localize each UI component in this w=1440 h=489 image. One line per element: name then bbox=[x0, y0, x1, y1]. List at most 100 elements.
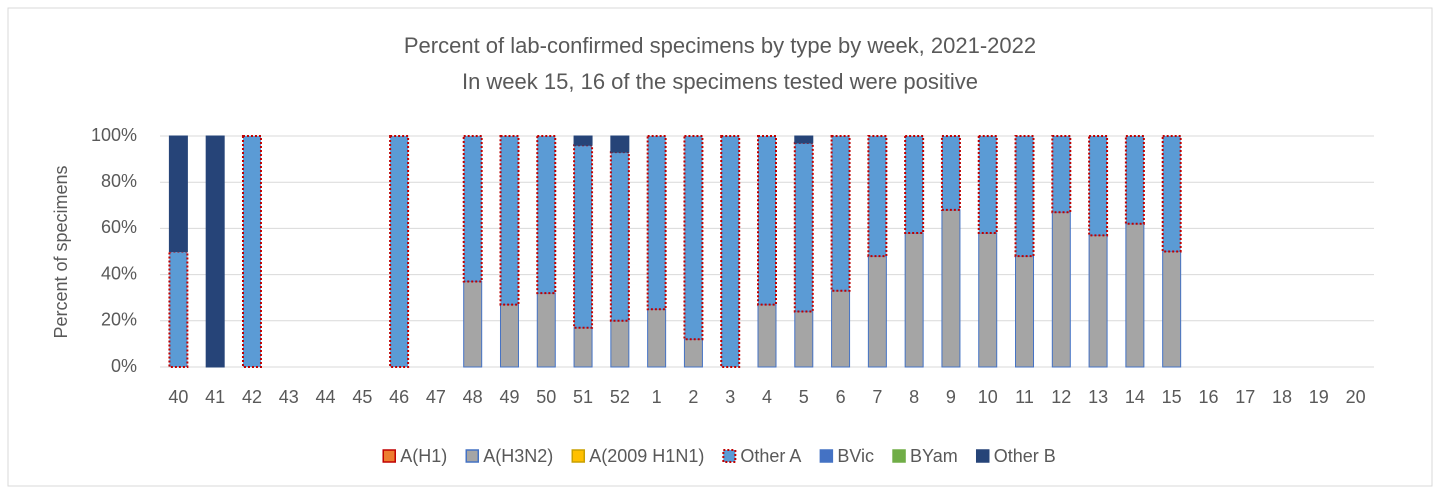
x-tick-label: 48 bbox=[463, 387, 483, 407]
bar-segment bbox=[941, 209, 961, 368]
bar-segment bbox=[609, 151, 630, 322]
x-tick-label: 14 bbox=[1125, 387, 1145, 407]
x-tick-label: 13 bbox=[1088, 387, 1108, 407]
bar-segment bbox=[610, 320, 630, 368]
legend-label: A(H3N2) bbox=[483, 446, 553, 466]
x-tick-label: 9 bbox=[946, 387, 956, 407]
bar-segment bbox=[499, 135, 520, 306]
y-tick-label: 20% bbox=[101, 310, 137, 330]
legend-swatch bbox=[465, 449, 479, 463]
bar-segment bbox=[794, 311, 814, 368]
bar-segment bbox=[683, 338, 703, 368]
bar-segment bbox=[793, 141, 814, 313]
bar-segment bbox=[389, 135, 410, 368]
bar-segment bbox=[720, 135, 741, 368]
x-tick-label: 8 bbox=[909, 387, 919, 407]
bar-segment bbox=[867, 255, 887, 368]
bar-segment bbox=[1125, 223, 1145, 368]
x-tick-label: 2 bbox=[688, 387, 698, 407]
x-tick-label: 47 bbox=[426, 387, 446, 407]
bar-segment bbox=[499, 304, 519, 368]
x-tick-label: 11 bbox=[1015, 387, 1034, 407]
x-tick-label: 18 bbox=[1272, 387, 1292, 407]
x-tick-label: 1 bbox=[652, 387, 662, 407]
x-tick-label: 4 bbox=[762, 387, 772, 407]
x-tick-label: 45 bbox=[352, 387, 372, 407]
bar-segment bbox=[536, 135, 557, 295]
x-tick-label: 43 bbox=[279, 387, 299, 407]
y-tick-label: 80% bbox=[101, 171, 137, 191]
bar-segment bbox=[757, 304, 777, 368]
x-tick-label: 16 bbox=[1198, 387, 1218, 407]
bar-segment bbox=[610, 135, 630, 153]
bar-segment bbox=[168, 250, 189, 368]
legend-swatch bbox=[975, 449, 990, 463]
legend-swatch bbox=[722, 449, 737, 463]
bar-segment bbox=[830, 135, 851, 292]
x-tick-label: 42 bbox=[242, 387, 262, 407]
x-tick-label: 52 bbox=[610, 387, 630, 407]
x-tick-label: 44 bbox=[316, 387, 336, 407]
x-tick-label: 20 bbox=[1346, 387, 1366, 407]
legend-label: Other B bbox=[994, 446, 1056, 466]
bar-segment bbox=[904, 135, 925, 235]
bar-segment bbox=[1051, 211, 1071, 368]
x-tick-label: 51 bbox=[573, 387, 593, 407]
bar-segment bbox=[1161, 135, 1182, 253]
x-tick-label: 19 bbox=[1309, 387, 1329, 407]
bar-segment bbox=[1051, 135, 1072, 214]
x-tick-label: 12 bbox=[1051, 387, 1071, 407]
bar-segment bbox=[573, 135, 593, 146]
legend-swatch bbox=[571, 449, 586, 463]
bar-segment bbox=[1124, 135, 1145, 225]
bar-segment bbox=[205, 135, 225, 368]
y-tick-label: 60% bbox=[101, 217, 137, 237]
legend-label: BYam bbox=[910, 446, 958, 466]
x-tick-label: 40 bbox=[168, 387, 188, 407]
bar-segment bbox=[1088, 234, 1108, 368]
bar-segment bbox=[1015, 255, 1035, 368]
bar-segment bbox=[940, 135, 961, 211]
y-tick-label: 100% bbox=[91, 125, 137, 145]
legend-label: BVic bbox=[837, 446, 874, 466]
bar-segment bbox=[683, 135, 704, 341]
bar-segment bbox=[646, 135, 667, 311]
bar-segment bbox=[867, 135, 888, 258]
x-tick-label: 50 bbox=[536, 387, 556, 407]
bar-segment bbox=[647, 308, 667, 368]
y-axis-label: Percent of specimens bbox=[51, 165, 71, 338]
bar-segment bbox=[573, 144, 594, 329]
chart-subtitle: In week 15, 16 of the specimens tested w… bbox=[462, 69, 978, 94]
legend-label: A(2009 H1N1) bbox=[589, 446, 704, 466]
y-tick-label: 40% bbox=[101, 263, 137, 283]
x-tick-label: 17 bbox=[1235, 387, 1255, 407]
legend-swatch bbox=[892, 449, 906, 463]
legend-label: A(H1) bbox=[400, 446, 447, 466]
x-tick-label: 10 bbox=[978, 387, 998, 407]
bar-segment bbox=[794, 135, 814, 144]
bar-segment bbox=[463, 281, 483, 368]
bar-segment bbox=[241, 135, 262, 368]
x-tick-label: 6 bbox=[836, 387, 846, 407]
bar-segment bbox=[977, 135, 998, 235]
x-tick-label: 5 bbox=[799, 387, 809, 407]
bar-segment bbox=[978, 232, 998, 368]
bar-segment bbox=[536, 292, 556, 368]
bar-segment bbox=[1088, 135, 1109, 237]
legend-swatch bbox=[382, 449, 396, 463]
x-tick-label: 15 bbox=[1162, 387, 1182, 407]
chart-title: Percent of lab-confirmed specimens by ty… bbox=[404, 33, 1036, 58]
bar-segment bbox=[757, 135, 777, 306]
legend-swatch bbox=[819, 449, 834, 463]
bar-segment bbox=[1014, 135, 1035, 258]
y-tick-label: 0% bbox=[111, 356, 137, 376]
legend-label: Other A bbox=[740, 446, 801, 466]
x-tick-label: 49 bbox=[499, 387, 519, 407]
x-tick-label: 7 bbox=[872, 387, 882, 407]
bar-segment bbox=[168, 135, 188, 252]
bar-segment bbox=[904, 232, 924, 368]
bar-segment bbox=[831, 290, 851, 368]
x-tick-label: 46 bbox=[389, 387, 409, 407]
x-tick-label: 3 bbox=[725, 387, 735, 407]
